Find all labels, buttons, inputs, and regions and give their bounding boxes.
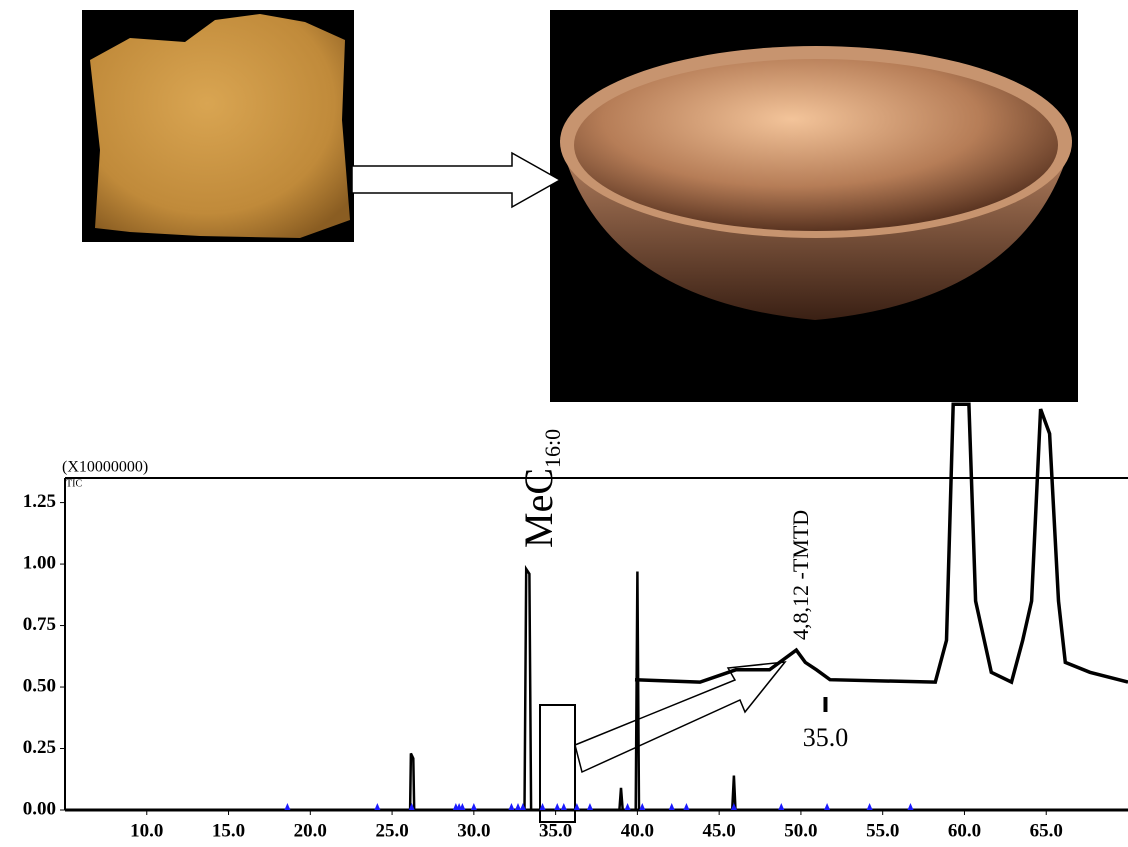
peak-marker — [586, 803, 593, 810]
chromatogram: (X10000000) TIC MeC16:0 4,8,12 -TMTD 10.… — [23, 402, 1128, 841]
peak-marker — [560, 803, 567, 810]
x-tick-label: 50.0 — [784, 820, 817, 841]
peak-marker — [778, 803, 785, 810]
x-tick-label: 40.0 — [621, 820, 654, 841]
arrow — [351, 151, 562, 209]
peak-marker — [683, 803, 690, 810]
x-tick-label: 65.0 — [1030, 820, 1063, 841]
x-tick-label: 60.0 — [948, 820, 981, 841]
sherd-photo — [82, 10, 354, 242]
y-tick-label: 0.25 — [23, 737, 56, 758]
peak-marker — [866, 803, 873, 810]
multiplier: (X10000000) — [62, 459, 148, 476]
peak-marker — [408, 803, 415, 810]
y-tick-label: 0.00 — [23, 798, 56, 819]
y-tick-label: 1.25 — [23, 491, 56, 512]
x-tick-label: 55.0 — [866, 820, 899, 841]
peak-marker — [470, 803, 477, 810]
x-tick-label: 25.0 — [375, 820, 408, 841]
signal-label: TIC — [66, 478, 82, 489]
peak-marker — [519, 803, 526, 810]
x-tick-label: 10.0 — [130, 820, 163, 841]
y-tick-label: 0.50 — [23, 675, 56, 696]
inset-peak-label: 4,8,12 -TMTD — [788, 510, 813, 640]
peak-marker — [539, 803, 546, 810]
peak-marker — [374, 803, 381, 810]
peak-marker — [624, 803, 631, 810]
peak-marker — [508, 803, 515, 810]
peak-label: MeC16:0 — [516, 429, 565, 548]
peak-marker — [907, 803, 914, 810]
zoom-box — [539, 704, 576, 823]
x-tick-label: 35.0 — [539, 820, 572, 841]
peak-marker — [668, 803, 675, 810]
peak-marker — [459, 803, 466, 810]
peak-label-sub: 16:0 — [540, 429, 565, 468]
zoom-arrow — [574, 661, 787, 774]
x-tick-label: 30.0 — [457, 820, 490, 841]
y-tick-label: 1.00 — [23, 552, 56, 573]
peak-marker — [730, 803, 737, 810]
x-tick-label: 45.0 — [703, 820, 736, 841]
trace — [634, 402, 1128, 685]
peak-marker — [573, 803, 580, 810]
inset-x-tick-label: 35.0 — [803, 723, 849, 752]
peak-marker — [824, 803, 831, 810]
x-tick-label: 15.0 — [212, 820, 245, 841]
peak-marker — [639, 803, 646, 810]
peak-marker — [554, 803, 561, 810]
trace — [65, 564, 1128, 812]
y-tick-label: 0.75 — [23, 614, 56, 635]
x-tick-label: 20.0 — [294, 820, 327, 841]
peak-marker — [515, 803, 522, 810]
bowl-render — [550, 10, 1078, 402]
peak-label-main: MeC — [516, 468, 561, 548]
peak-marker — [284, 803, 291, 810]
